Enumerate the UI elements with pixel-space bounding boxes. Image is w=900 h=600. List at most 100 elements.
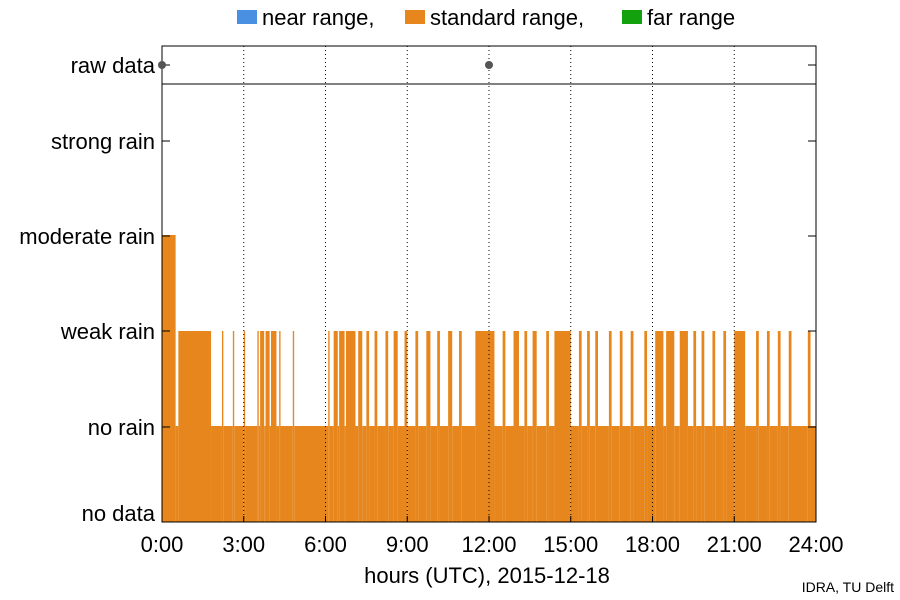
bar-segment (536, 426, 547, 522)
bar-segment (271, 331, 277, 522)
bar-segment (260, 331, 265, 522)
bar-segment (339, 331, 345, 522)
bar-segment (712, 331, 716, 522)
bar-segment (258, 426, 261, 522)
bar-segment (415, 331, 419, 522)
bar-segment (337, 426, 340, 522)
y-tick-label: weak rain (60, 319, 155, 344)
bar-segment (385, 331, 389, 522)
bar-segment (388, 426, 394, 522)
bar-segment (439, 426, 449, 522)
bar-segment (404, 331, 408, 522)
bar-segment (524, 331, 528, 522)
y-tick-label-raw-data: raw data (71, 53, 156, 78)
y-tick-labels: raw data no data no rain weak rain moderate … (19, 53, 156, 526)
bar-segment (693, 331, 697, 522)
bar-segment (687, 426, 694, 522)
bar-segment (269, 426, 271, 522)
bar-segment (426, 331, 431, 522)
bar-segment (758, 426, 767, 522)
bar-segment (619, 331, 623, 522)
bar-segment (518, 426, 525, 522)
bar-segment (397, 426, 405, 522)
x-tick-label: 18:00 (625, 532, 680, 557)
bar-segment (548, 426, 555, 522)
bar-segment (344, 426, 346, 522)
axes-layer (158, 45, 817, 523)
bar-segment (766, 331, 770, 522)
x-tick-label: 3:00 (222, 532, 265, 557)
bar-segment (265, 331, 270, 522)
bar-segment (502, 331, 506, 522)
bar-segment (234, 426, 244, 522)
x-tick-labels: 0:00 3:00 6:00 9:00 12:00 15:00 18:00 21:00 24:0… (141, 532, 844, 557)
bar-segment (595, 331, 598, 522)
bar-segment (294, 426, 329, 522)
bar-segment (546, 331, 549, 522)
bar-segment (777, 331, 781, 522)
x-tick-label: 0:00 (141, 532, 184, 557)
bar-segment (622, 426, 631, 522)
bar-segment (355, 426, 359, 522)
bar-segment (459, 331, 462, 522)
bar-segment (611, 426, 620, 522)
bar-segment (393, 331, 398, 522)
bar-segment (505, 426, 514, 522)
bar-segment (223, 426, 233, 522)
bar-segment (527, 426, 533, 522)
bars-layer (162, 235, 816, 522)
raw-data-point (485, 61, 493, 69)
bar-segment (704, 426, 713, 522)
legend-label-0: near range, (262, 5, 375, 30)
raw-data-point (158, 61, 166, 69)
y-tick-label: no data (82, 501, 156, 526)
bar-segment (644, 331, 648, 522)
bar-segment (211, 426, 222, 522)
bar-segment (666, 331, 675, 522)
legend-label-2: far range (647, 5, 735, 30)
bar-segment (369, 426, 375, 522)
y-tick-label: no rain (88, 415, 155, 440)
bar-segment (257, 331, 259, 522)
bar-segment (791, 426, 808, 522)
bar-segment (679, 331, 688, 522)
legend-swatch-0 (237, 10, 257, 24)
bar-segment (696, 426, 702, 522)
y-tick-label: strong rain (51, 129, 155, 154)
bar-segment (780, 426, 789, 522)
bar-segment (788, 331, 792, 522)
bar-segment (245, 426, 258, 522)
bar-segment (674, 426, 680, 522)
bar-segment (430, 426, 438, 522)
bar-segment (570, 426, 579, 522)
x-tick-label: 9:00 (386, 532, 429, 557)
bar-segment (366, 331, 370, 522)
bar-segment (362, 426, 367, 522)
bar-segment (513, 331, 519, 522)
bar-segment (598, 426, 609, 522)
bar-segment (328, 331, 330, 522)
x-tick-label: 6:00 (304, 532, 347, 557)
legend-label-1: standard range, (430, 5, 584, 30)
bar-segment (374, 331, 378, 522)
bar-segment (756, 331, 759, 522)
legend-swatch-2 (622, 10, 642, 24)
x-tick-label: 15:00 (543, 532, 598, 557)
bar-segment (726, 426, 735, 522)
bar-segment (452, 426, 460, 522)
legend-swatch-1 (405, 10, 425, 24)
bar-segment (630, 331, 634, 522)
bar-segment (280, 426, 293, 522)
bar-segment (178, 331, 212, 522)
bar-segment (279, 331, 281, 522)
bar-segment (589, 426, 596, 522)
x-tick-label: 12:00 (461, 532, 516, 557)
bar-segment (701, 331, 705, 522)
bar-segment (358, 331, 363, 522)
bar-segment (769, 426, 778, 522)
bar-segment (587, 331, 590, 522)
x-tick-label: 24:00 (788, 532, 843, 557)
bar-segment (418, 426, 427, 522)
bar-segment (437, 331, 440, 522)
credit-text: IDRA, TU Delft (801, 579, 894, 595)
